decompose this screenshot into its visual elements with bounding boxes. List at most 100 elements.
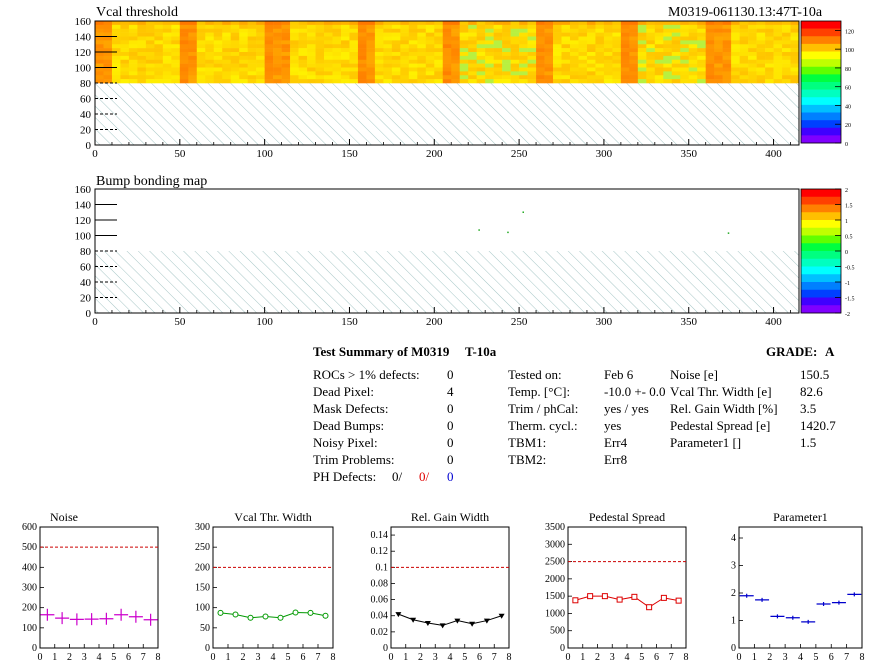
map1-plot-cell [510, 59, 520, 64]
gain-width-chart-xtick-label: 1 [403, 652, 408, 663]
map1-plot-cell [179, 40, 189, 45]
map1-plot-cell [162, 59, 172, 64]
map1-plot-cell [205, 21, 215, 26]
map1-plot-cell [137, 48, 147, 53]
map2-palette-label: 0 [845, 250, 848, 256]
map1-plot-cell [536, 71, 545, 76]
map1-plot-cell [425, 75, 435, 80]
map1-plot-cell [739, 59, 749, 64]
map1-plot-cell [120, 55, 130, 61]
map1-palette-swatch [801, 43, 841, 52]
map1-plot-cell [179, 24, 189, 30]
map1-plot-cell [213, 28, 223, 33]
map1-plot-cell [646, 48, 656, 53]
map1-plot-cell [213, 71, 223, 76]
map1-plot-cell [536, 67, 545, 72]
map1-plot-cell [561, 71, 571, 76]
map1-plot-cell [459, 40, 469, 45]
map1-plot-cell [620, 63, 630, 68]
pedestal-chart-xtick-label: 4 [625, 652, 630, 663]
map1-plot-cell [103, 75, 113, 80]
noise-chart-xtick-label: 3 [82, 652, 87, 663]
map1-plot-cell [680, 44, 690, 49]
map1-plot-cell [383, 40, 393, 45]
map1-plot-cell [298, 63, 308, 68]
pedestal-chart-ytick-label: 3000 [545, 539, 565, 550]
map1-plot-cell [332, 67, 342, 72]
map1-plot-cell [731, 21, 740, 26]
map1-plot-cell [442, 59, 452, 64]
map1-plot-cell [425, 21, 435, 26]
pedestal-chart-point [587, 593, 594, 600]
noise-label: Noise [e] [670, 367, 719, 382]
map1-plot-cell [671, 48, 681, 53]
map1-plot-cell [103, 44, 113, 49]
map1-plot-cell [273, 75, 282, 80]
map1-plot-cell [273, 63, 282, 68]
map1-plot-cell [697, 67, 706, 72]
map1-plot-cell [357, 24, 367, 30]
map1-plot-cell [714, 59, 723, 64]
map1-plot-cell [188, 75, 198, 80]
map1-plot-cell [637, 48, 647, 53]
map1-plot-cell [111, 24, 121, 30]
noise-chart-ytick-label: 400 [22, 562, 37, 573]
map1-plot-cell [171, 28, 181, 33]
map1-plot-cell [408, 55, 418, 61]
map1-plot-cell [307, 59, 316, 64]
map1-plot-cell [340, 36, 350, 41]
map1-plot-cell [654, 59, 664, 64]
map1-palette-label: 40 [845, 104, 851, 110]
map1-plot-cell [162, 52, 172, 57]
map1-plot-cell [213, 55, 223, 61]
gain-width-chart-point [483, 618, 490, 624]
map1-plot-cell [620, 32, 630, 37]
map1-plot-cell [111, 36, 121, 41]
gain-width-chart-xtick-label: 4 [448, 652, 453, 663]
map1-plot-cell [442, 79, 452, 84]
map1-plot-cell [391, 79, 401, 84]
map1-plot-cell [298, 67, 308, 72]
map1-plot-cell [298, 48, 308, 53]
map1-plot-cell [95, 71, 104, 76]
map1-plot-cell [756, 40, 766, 45]
map1-plot-cell [340, 55, 350, 61]
map1-plot-cell [95, 67, 104, 72]
map1-plot-cell [315, 71, 325, 76]
map1-plot-cell [527, 40, 537, 45]
map1-plot-cell [324, 24, 333, 30]
map1-plot-cell [434, 63, 444, 68]
map1-plot-cell [502, 21, 511, 26]
map1-plot-cell [332, 48, 342, 53]
map1-plot-cell [340, 52, 350, 57]
map1-plot-cell [349, 79, 359, 84]
parameter1-chart-frame [738, 526, 863, 649]
map1-plot-cell [680, 21, 690, 26]
dead-bumps-value: 0 [447, 418, 454, 433]
map1-plot-cell [663, 24, 673, 30]
map1-plot-cell [527, 67, 537, 72]
map1-plot-cell [213, 67, 223, 72]
map1-plot-cell [663, 55, 673, 61]
map1-plot-cell [705, 32, 715, 37]
map1-plot-cell [536, 63, 545, 68]
map2-palette-swatch [801, 297, 841, 306]
map1-plot-cell [765, 79, 774, 84]
map1-plot-cell [527, 24, 537, 30]
map1-plot-cell [366, 59, 376, 64]
grade-value: A [825, 344, 835, 359]
map1-plot-cell [697, 24, 706, 30]
map1-plot-cell [459, 21, 469, 26]
map1-plot-cell [111, 55, 121, 61]
map1-plot-cell [714, 21, 723, 26]
map1-plot-cell [536, 32, 545, 37]
map1-plot-cell [366, 32, 376, 37]
parameter1-chart-xtick-label: 6 [829, 652, 834, 663]
pedestal-chart-ytick-label: 0 [560, 643, 565, 654]
map1-plot-cell [374, 63, 384, 68]
map1-plot-cell [400, 67, 410, 72]
map1-plot-cell [179, 75, 189, 80]
map1-plot-cell [569, 63, 579, 68]
map1-plot-cell [671, 67, 681, 72]
pedestal-chart-xtick-label: 1 [580, 652, 585, 663]
